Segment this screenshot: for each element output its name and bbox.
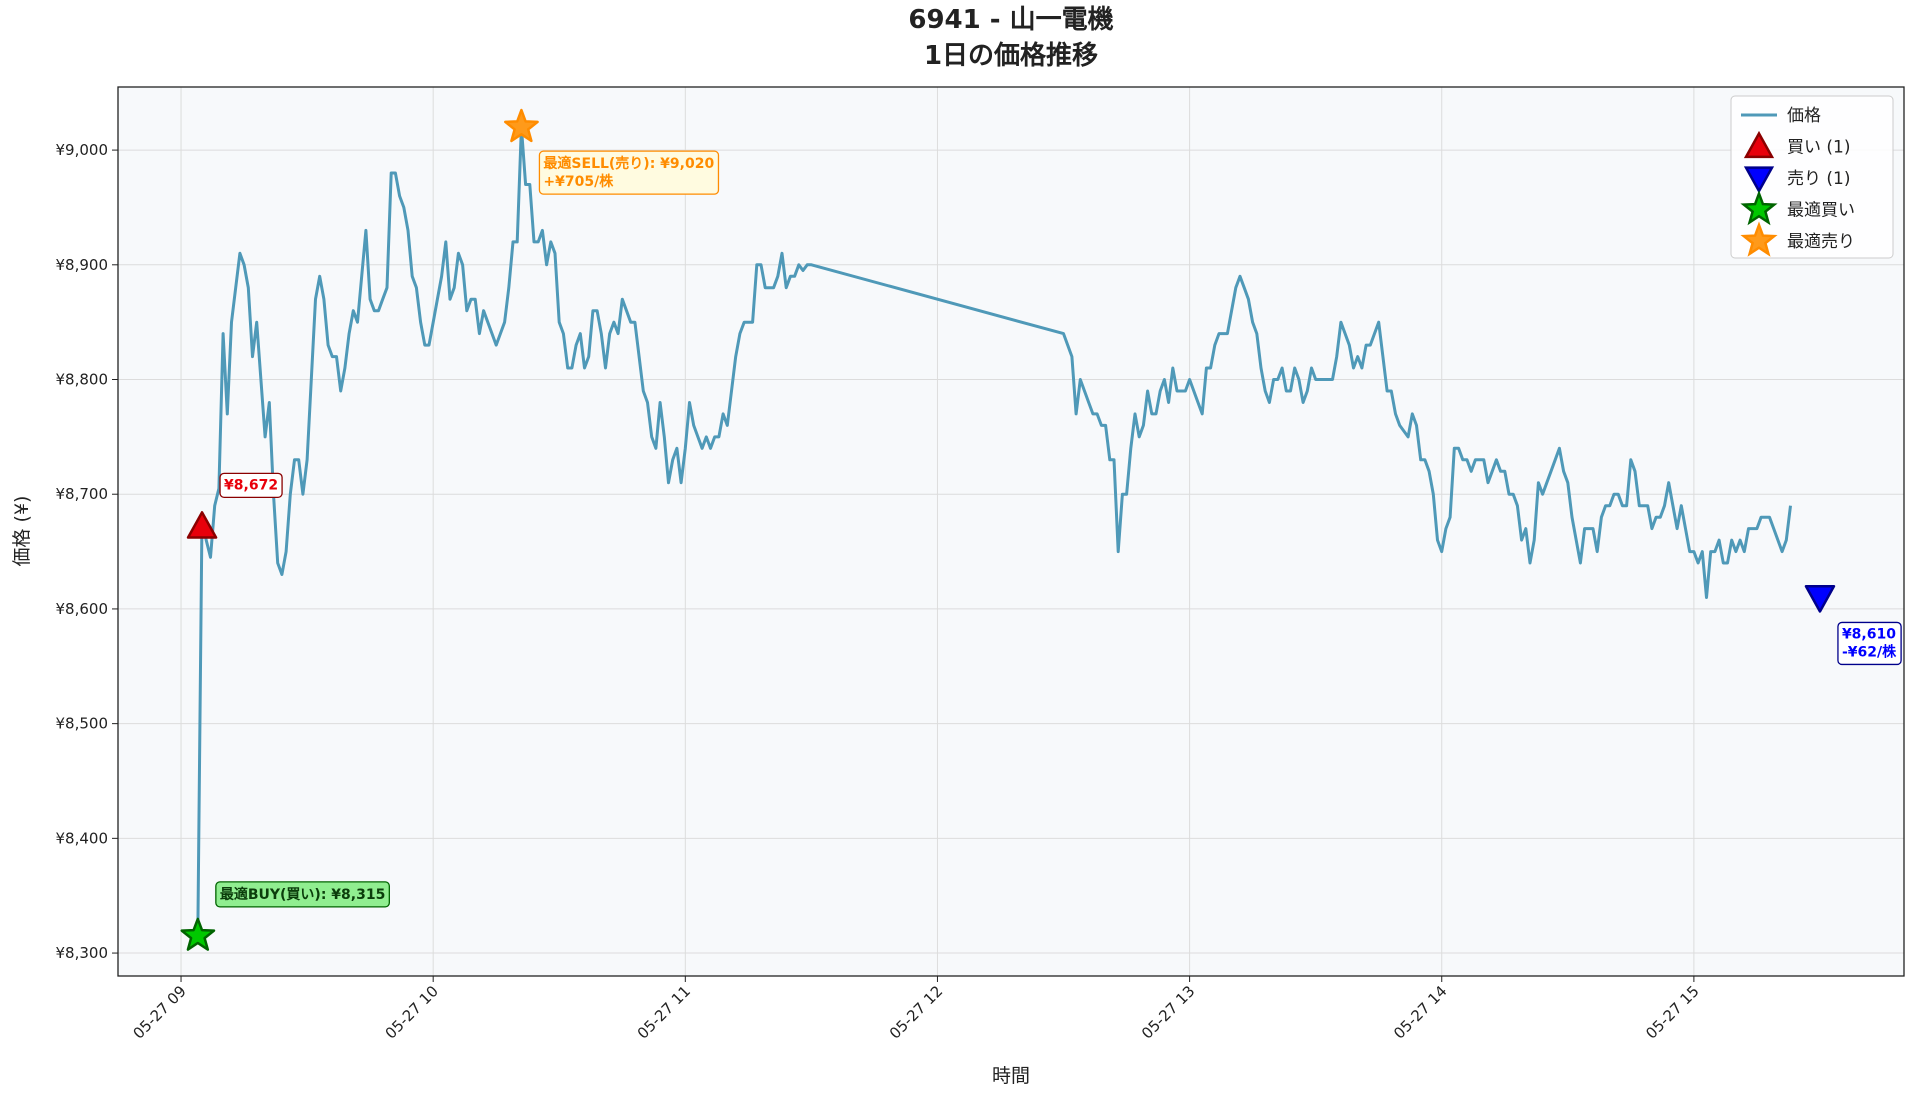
legend-swatch bbox=[1740, 221, 1778, 257]
x-tick-label: 05-27 09 bbox=[129, 982, 189, 1042]
x-tick-label: 05-27 10 bbox=[382, 982, 442, 1042]
annotation-box bbox=[1837, 621, 1902, 666]
legend-label: 価格 bbox=[1787, 106, 1821, 126]
x-axis-label: 時間 bbox=[992, 1065, 1030, 1087]
y-tick-label: ¥9,000 bbox=[56, 141, 109, 159]
plot-frame bbox=[117, 86, 1905, 977]
legend-label: 最適買い bbox=[1787, 201, 1855, 221]
chart-subtitle: 1日の価格推移 bbox=[924, 40, 1098, 71]
trade-marker bbox=[180, 917, 216, 951]
legend-swatch bbox=[1740, 189, 1778, 226]
x-tick-label: 05-27 13 bbox=[1138, 982, 1198, 1042]
x-tick-label: 05-27 14 bbox=[1390, 982, 1450, 1042]
x-tick-label: 05-27 12 bbox=[886, 982, 946, 1042]
annotation-box bbox=[215, 881, 390, 908]
x-tick-label: 05-27 15 bbox=[1642, 982, 1702, 1042]
y-tick-label: ¥8,300 bbox=[56, 944, 109, 962]
annotation: ¥8,672 bbox=[219, 472, 283, 498]
annotation: 最適BUY(買い): ¥8,315 bbox=[215, 881, 390, 908]
y-tick-label: ¥8,500 bbox=[56, 715, 109, 733]
annotation-text: 最適SELL(売り): ¥9,020 bbox=[543, 155, 714, 172]
y-tick-label: ¥8,900 bbox=[56, 256, 109, 274]
plot-area bbox=[118, 87, 1904, 976]
annotation: ¥8,610-¥62/株 bbox=[1837, 621, 1902, 666]
legend-label: 売り (1) bbox=[1787, 169, 1850, 189]
trade-marker bbox=[186, 511, 218, 539]
price-line bbox=[196, 125, 1792, 936]
annotation: 最適SELL(売り): ¥9,020+¥705/株 bbox=[538, 150, 720, 195]
y-tick-label: ¥8,600 bbox=[56, 600, 109, 618]
legend-box bbox=[1730, 95, 1894, 259]
annotation-box bbox=[219, 472, 283, 498]
annotation-box bbox=[538, 150, 720, 195]
legend-swatch bbox=[1743, 166, 1775, 194]
trade-marker bbox=[1804, 585, 1836, 613]
annotation-text: +¥705/株 bbox=[543, 173, 614, 190]
annotation-text: ¥8,610 bbox=[1842, 626, 1896, 642]
legend-swatch bbox=[1743, 130, 1775, 159]
chart-title: 6941 - 山一電機 bbox=[908, 5, 1113, 35]
annotation-text: 最適BUY(買い): ¥8,315 bbox=[220, 886, 385, 903]
y-tick-label: ¥8,400 bbox=[56, 829, 109, 847]
legend-label: 買い (1) bbox=[1787, 138, 1850, 158]
y-tick-label: ¥8,700 bbox=[56, 485, 109, 503]
y-axis-label: 価格 (¥) bbox=[11, 496, 33, 567]
annotation-text: -¥62/株 bbox=[1842, 643, 1897, 660]
legend-label: 最適売り bbox=[1787, 232, 1855, 252]
y-tick-label: ¥8,800 bbox=[56, 371, 109, 389]
x-tick-label: 05-27 11 bbox=[634, 982, 694, 1042]
trade-marker bbox=[504, 108, 539, 143]
annotation-text: ¥8,672 bbox=[224, 477, 278, 493]
